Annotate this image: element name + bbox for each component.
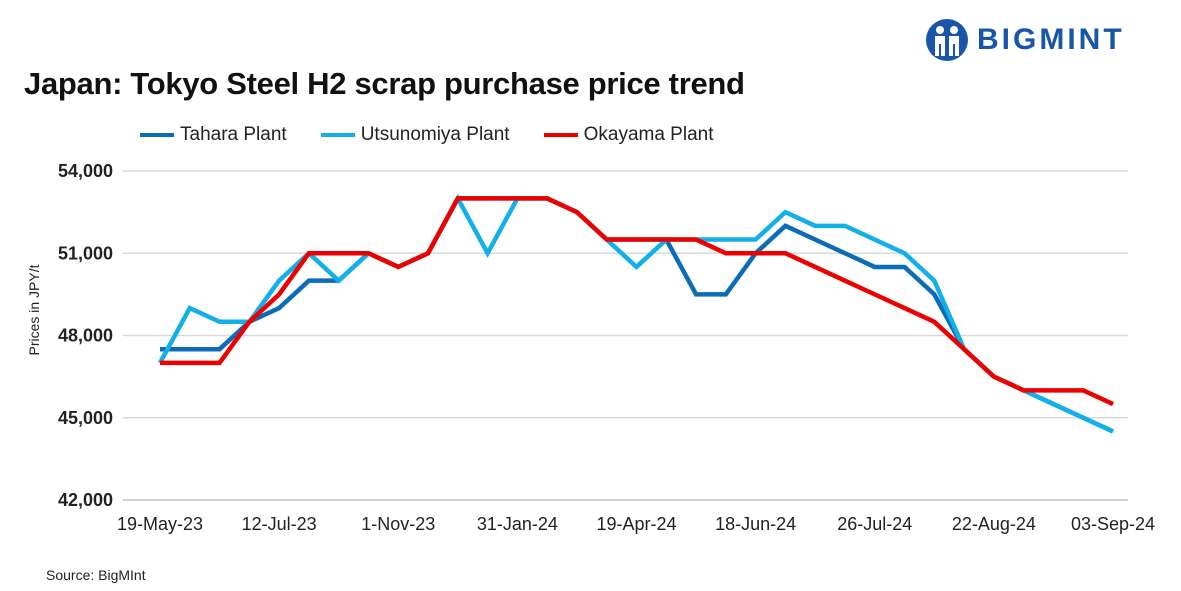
x-tick-label: 12-Jul-23 bbox=[242, 514, 317, 534]
y-tick-label: 48,000 bbox=[58, 326, 113, 346]
series-line-tahara-plant bbox=[160, 196, 1114, 434]
legend-label: Tahara Plant bbox=[180, 124, 287, 145]
chart-title: Japan: Tokyo Steel H2 scrap purchase pri… bbox=[24, 66, 745, 101]
x-tick-label: 19-Apr-24 bbox=[596, 514, 676, 534]
series-line-okayama-plant bbox=[160, 196, 1114, 407]
legend-item-tahara: Tahara Plant bbox=[140, 124, 287, 146]
y-tick-label: 42,000 bbox=[58, 490, 113, 510]
legend-swatch bbox=[320, 133, 355, 137]
legend-item-utsunomiya: Utsunomiya Plant bbox=[320, 124, 510, 146]
x-tick-label: 31-Jan-24 bbox=[477, 514, 558, 534]
logo-text: BIGMINT bbox=[977, 23, 1125, 56]
legend-label: Utsunomiya Plant bbox=[360, 124, 510, 145]
legend: Tahara Plant Utsunomiya Plant Okayama Pl… bbox=[140, 124, 714, 146]
x-tick-label: 19-May-23 bbox=[117, 514, 203, 534]
series-line-utsunomiya-plant bbox=[158, 193, 1114, 434]
source-note: Source: BigMInt bbox=[46, 567, 146, 583]
x-tick-label: 26-Jul-24 bbox=[837, 514, 912, 534]
legend-swatch bbox=[543, 133, 578, 137]
y-tick-label: 45,000 bbox=[58, 408, 113, 428]
y-tick-label: 54,000 bbox=[58, 161, 113, 181]
legend-swatch bbox=[140, 133, 174, 137]
x-tick-label: 18-Jun-24 bbox=[715, 514, 796, 534]
brand-logo: BIGMINT bbox=[925, 18, 1125, 62]
bigmint-logo-icon bbox=[926, 19, 968, 61]
x-tick-label: 22-Aug-24 bbox=[952, 514, 1036, 534]
x-tick-label: 1-Nov-23 bbox=[361, 514, 435, 534]
legend-label: Okayama Plant bbox=[583, 124, 714, 145]
legend-item-okayama: Okayama Plant bbox=[543, 124, 714, 146]
y-tick-label: 51,000 bbox=[58, 243, 113, 263]
x-tick-label: 03-Sep-24 bbox=[1071, 514, 1155, 534]
